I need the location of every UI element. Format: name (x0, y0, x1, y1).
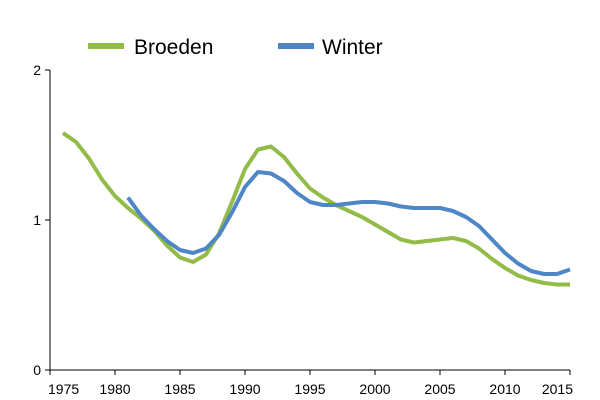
chart-legend: Broeden Winter (88, 36, 383, 59)
y-tick-label: 2 (33, 62, 41, 78)
legend-label-winter: Winter (322, 36, 383, 59)
series-line-winter (126, 170, 571, 276)
chart-series (61, 131, 571, 287)
x-tick-label: 1975 (48, 381, 79, 397)
x-tick-label: 1985 (164, 381, 195, 397)
x-tick-label: 2000 (359, 381, 390, 397)
y-tick-label: 0 (33, 362, 41, 378)
legend-label-broeden: Broeden (134, 36, 213, 59)
x-tick-label: 2005 (424, 381, 455, 397)
chart-axes: 0 1 2 1975 1980 1985 1990 1995 2000 2005 2010 2015 (33, 62, 573, 397)
x-tick-label: 1980 (99, 381, 130, 397)
x-tick-label: 1990 (229, 381, 260, 397)
x-tick-label: 2015 (542, 381, 573, 397)
x-tick-label: 1995 (294, 381, 325, 397)
series-line-broeden (61, 131, 570, 287)
y-tick-label: 1 (33, 212, 41, 228)
x-tick-label: 2010 (489, 381, 520, 397)
